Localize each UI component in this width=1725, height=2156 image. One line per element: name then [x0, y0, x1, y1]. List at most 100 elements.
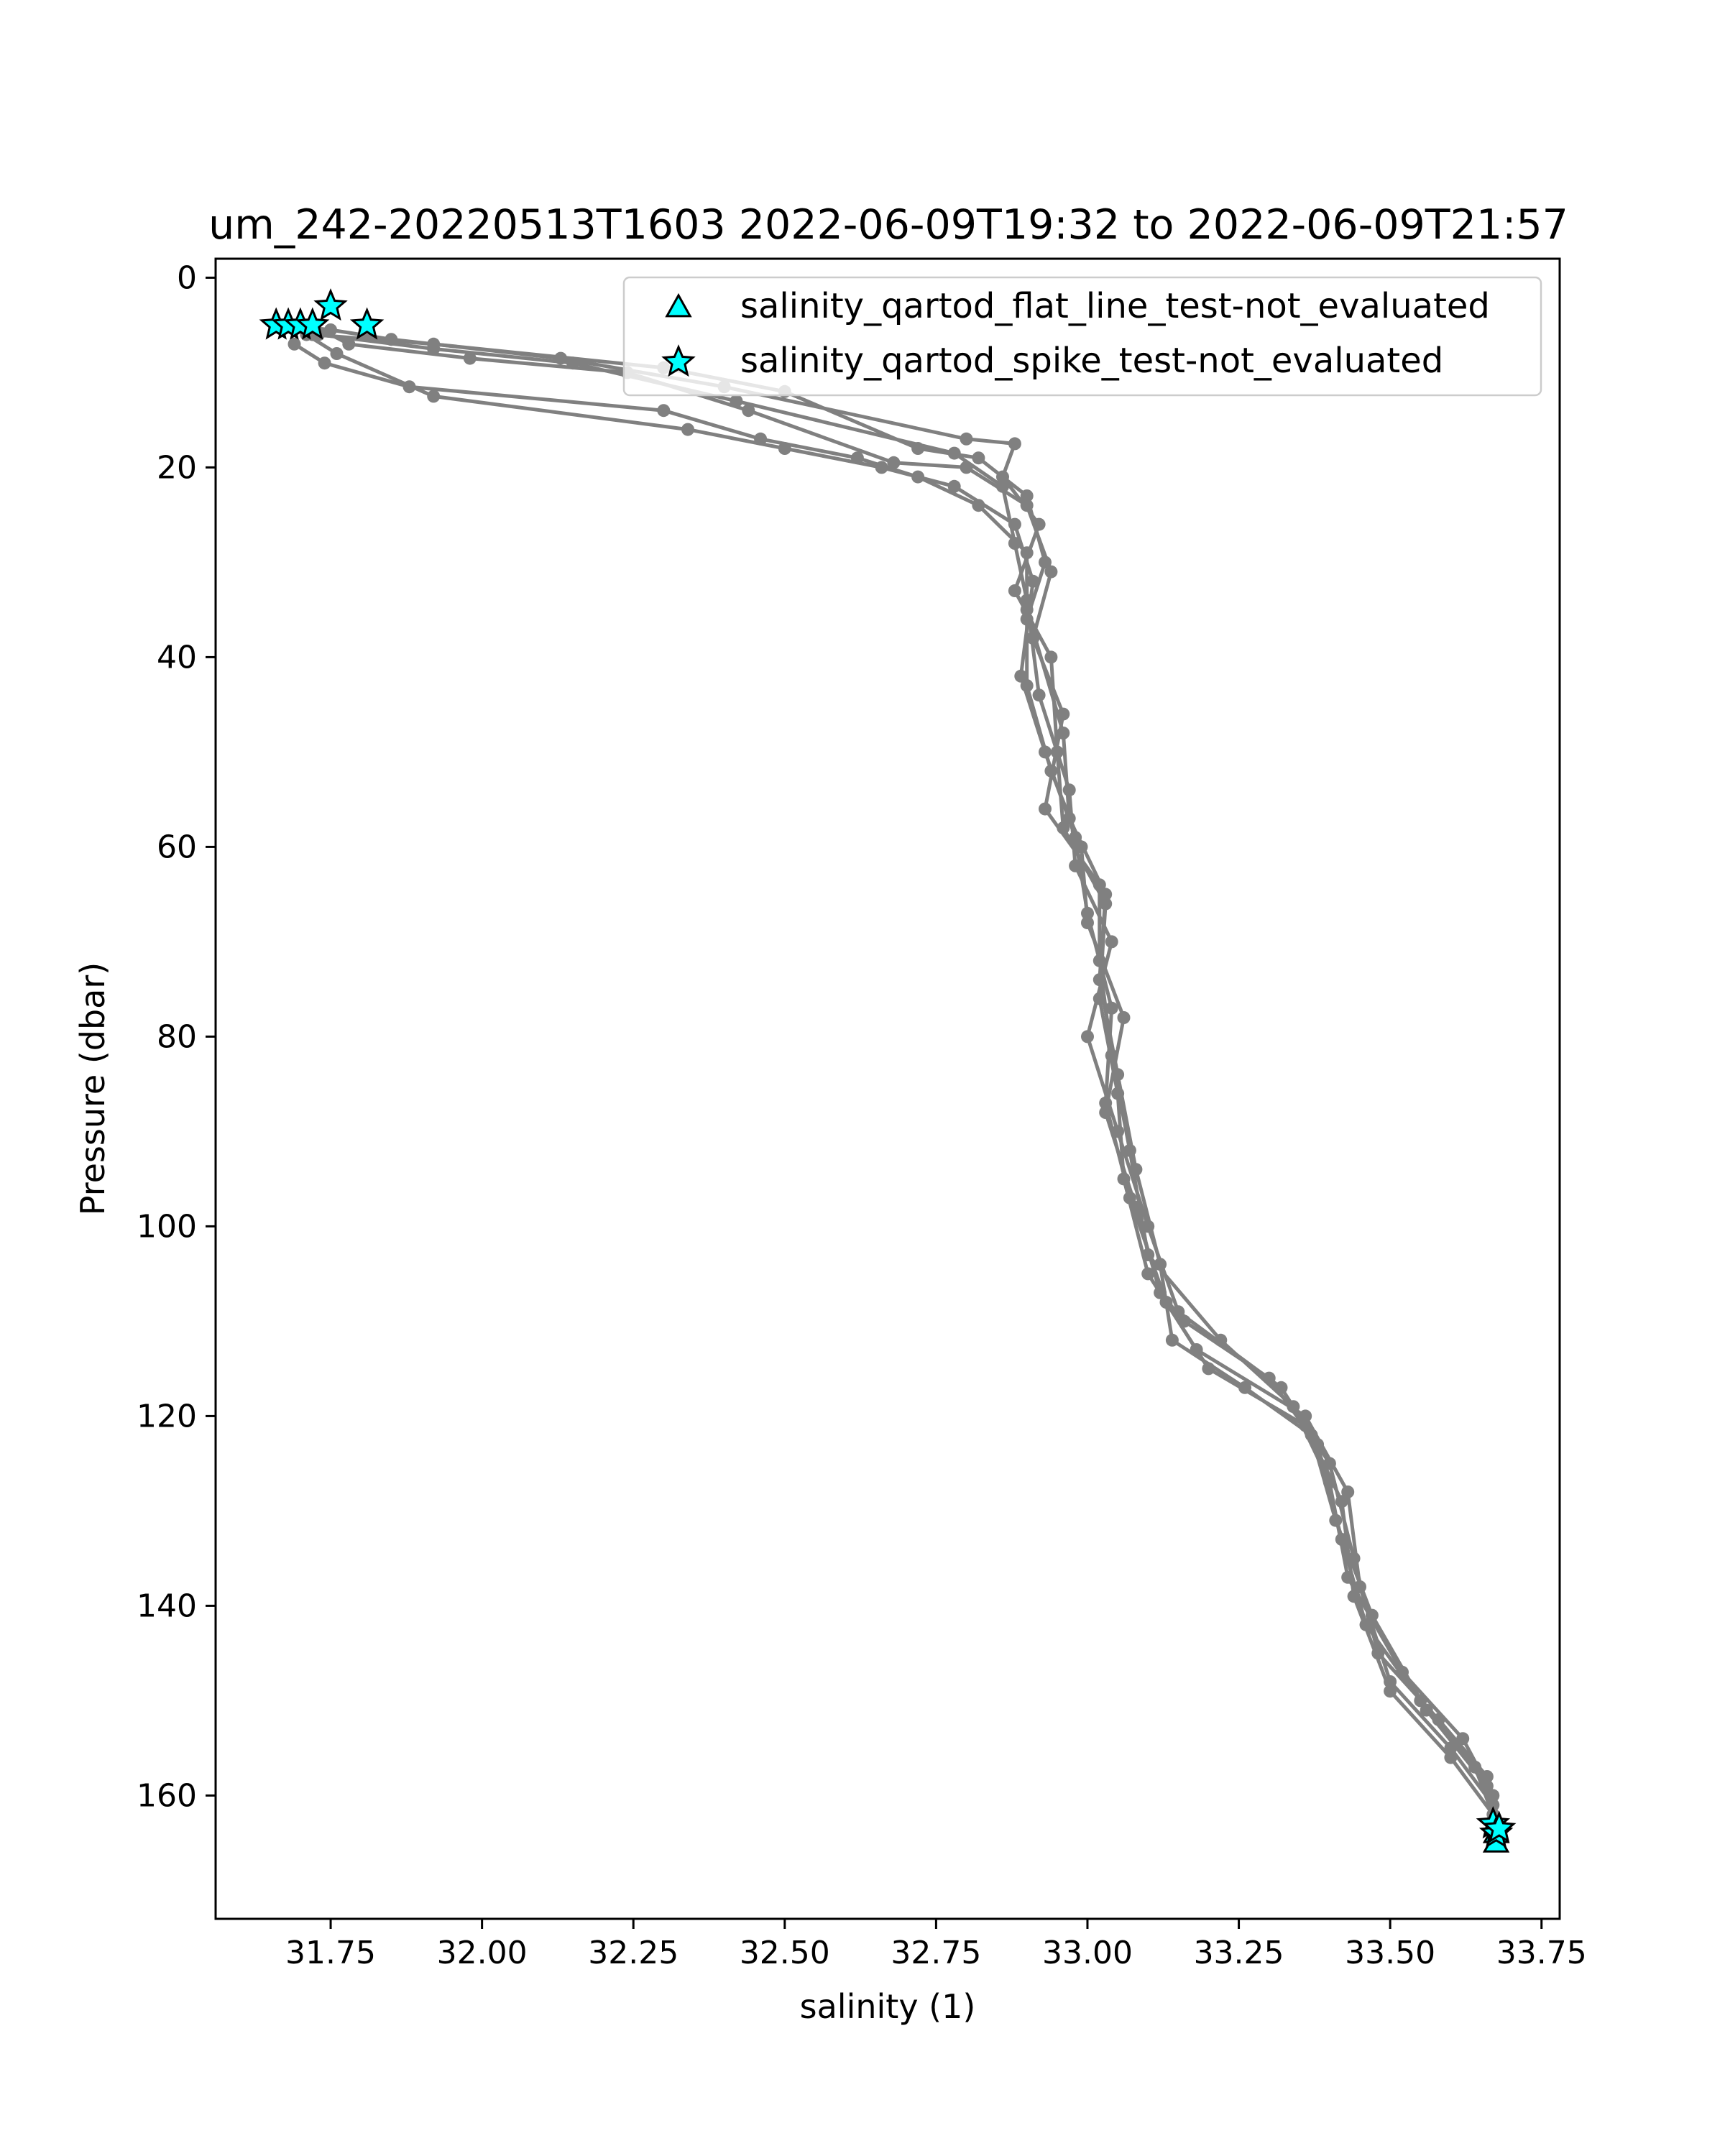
x-tick-label: 33.50	[1345, 1935, 1435, 1971]
data-point	[1020, 489, 1034, 502]
data-point	[947, 479, 961, 493]
data-point	[1099, 888, 1113, 901]
data-point	[1444, 1751, 1458, 1764]
profile-line	[288, 323, 1499, 1829]
plot-area	[259, 288, 1517, 1853]
y-tick-label: 20	[157, 449, 197, 486]
profile-group	[305, 318, 1503, 1845]
x-tick-label: 32.00	[437, 1935, 528, 1971]
profile-group	[282, 318, 1503, 1835]
data-point	[1299, 1419, 1312, 1432]
data-point	[1105, 1001, 1118, 1015]
data-point	[742, 404, 755, 418]
data-point	[1008, 437, 1021, 451]
data-point	[1214, 1333, 1228, 1347]
data-point	[778, 442, 791, 455]
data-point	[1365, 1608, 1379, 1622]
data-point	[875, 461, 888, 474]
spike-flag-marker	[1482, 1810, 1517, 1843]
profile-group	[293, 318, 1503, 1830]
data-point	[1014, 669, 1028, 683]
data-point	[1008, 517, 1021, 531]
data-point	[463, 351, 477, 365]
y-axis-label: Pressure (dbar)	[73, 962, 112, 1215]
data-point	[960, 432, 973, 446]
data-point	[1347, 1590, 1361, 1603]
data-point	[1123, 1191, 1136, 1204]
x-tick-label: 33.00	[1042, 1935, 1133, 1971]
legend-label-spike: salinity_qartod_spike_test-not_evaluated	[740, 341, 1443, 381]
spike-flag-marker	[349, 307, 385, 340]
data-point	[1141, 1267, 1155, 1281]
data-point	[1039, 745, 1052, 759]
y-tick-label: 140	[137, 1588, 197, 1624]
data-point	[1081, 906, 1094, 920]
y-tick-label: 40	[157, 639, 197, 676]
spike-flag-marker	[313, 288, 348, 321]
data-point	[1020, 499, 1034, 512]
profile-group	[300, 328, 1503, 1841]
profile-group	[270, 318, 1500, 1841]
data-point	[1335, 1495, 1348, 1508]
data-point	[1287, 1400, 1300, 1414]
data-point	[947, 446, 961, 460]
y-tick-label: 160	[137, 1777, 197, 1814]
y-tick-label: 80	[157, 1018, 197, 1055]
data-point	[1099, 1096, 1113, 1110]
data-point	[1057, 727, 1070, 740]
data-point	[1044, 650, 1058, 664]
data-point	[1202, 1362, 1215, 1376]
data-point	[1039, 802, 1052, 816]
y-tick-label: 100	[137, 1208, 197, 1245]
legend-box	[622, 276, 1542, 397]
chart-title: um_242-20220513T1603 2022-06-09T19:32 to…	[208, 201, 1568, 249]
x-tick-label: 32.50	[740, 1935, 830, 1971]
y-tick-label: 120	[137, 1398, 197, 1434]
data-point	[681, 423, 694, 436]
profile-line	[311, 323, 1499, 1838]
legend-star-icon	[661, 344, 696, 377]
data-point	[318, 356, 331, 370]
profile-line	[305, 333, 1499, 1834]
y-tick-label: 60	[157, 829, 197, 865]
data-point	[1480, 1779, 1494, 1793]
x-tick-label: 31.75	[285, 1935, 376, 1971]
x-axis-ticks: 31.75 32.00 32.25 32.50 32.75 33.00 33.25 33.50…	[285, 1919, 1587, 1971]
data-point	[1159, 1296, 1173, 1309]
data-point	[657, 404, 671, 418]
data-point	[960, 461, 973, 474]
legend-label-flat-line: salinity_qartod_flat_line_test-not_evalu…	[740, 286, 1490, 326]
data-point	[342, 337, 356, 351]
x-tick-label: 33.75	[1496, 1935, 1587, 1971]
data-point	[1456, 1732, 1470, 1746]
x-tick-label: 33.25	[1194, 1935, 1284, 1971]
y-tick-label: 0	[177, 259, 197, 296]
data-point	[1026, 574, 1040, 588]
data-point	[1105, 935, 1118, 949]
data-point	[887, 456, 901, 469]
data-point	[1032, 688, 1046, 702]
profile-line	[275, 323, 1495, 1834]
data-point	[1008, 584, 1021, 597]
data-point	[1111, 1068, 1125, 1082]
y-axis-ticks: 0 20 40 60 80 100 120 140 160	[137, 259, 216, 1814]
data-point	[1165, 1333, 1179, 1347]
spike-flag-marker	[295, 307, 330, 340]
data-point	[288, 337, 301, 351]
data-point	[1329, 1514, 1343, 1527]
data-point	[972, 451, 985, 465]
data-point	[1384, 1685, 1397, 1698]
profile-line	[299, 323, 1498, 1825]
plot-frame	[214, 257, 1561, 1920]
data-point	[1081, 1030, 1094, 1044]
data-point	[1420, 1703, 1433, 1717]
data-point	[1129, 1163, 1143, 1176]
data-point	[1117, 1011, 1131, 1024]
x-tick-label: 32.75	[891, 1935, 981, 1971]
legend-triangle-icon	[665, 292, 692, 318]
x-tick-label: 32.25	[588, 1935, 678, 1971]
x-axis-label: salinity (1)	[800, 1987, 976, 2026]
data-point	[1069, 831, 1082, 844]
profile-line	[293, 342, 1495, 1843]
data-point	[1154, 1258, 1167, 1271]
